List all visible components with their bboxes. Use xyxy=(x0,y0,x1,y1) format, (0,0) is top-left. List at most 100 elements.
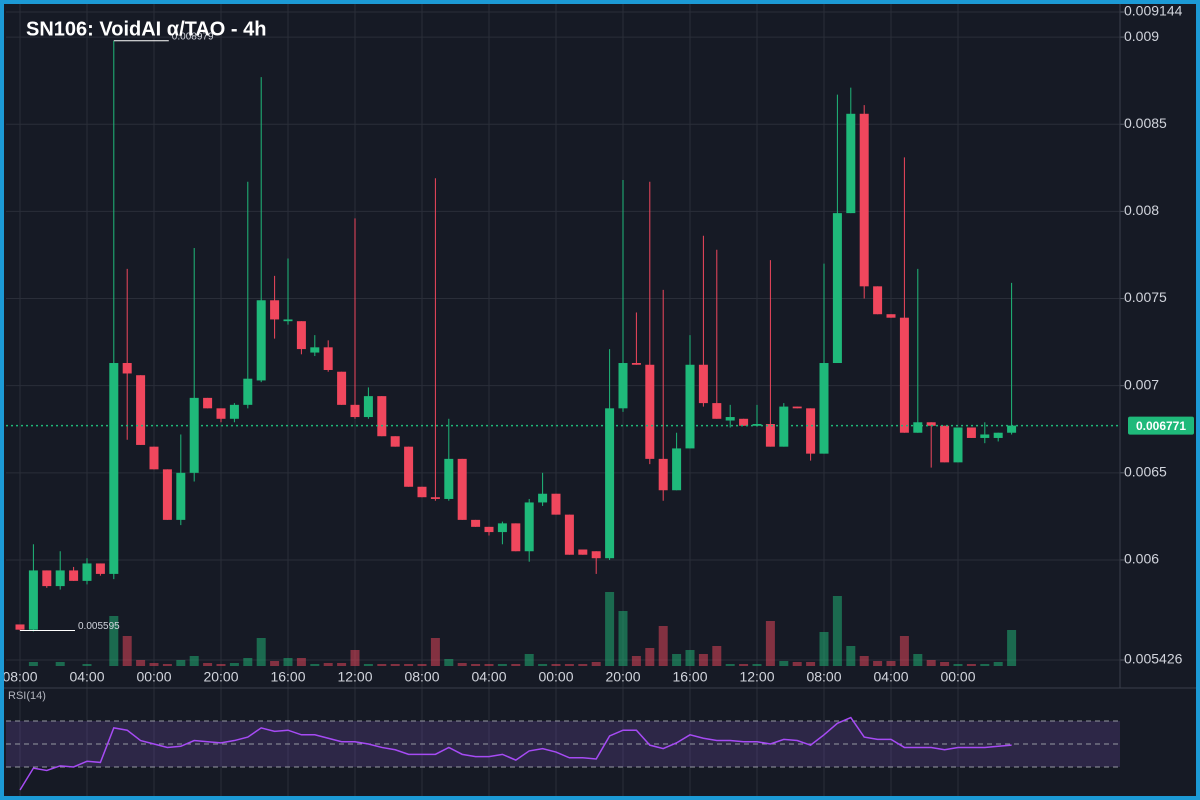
volume-bar xyxy=(739,664,749,666)
x-tick-label: 08:00 xyxy=(404,669,439,685)
candle-body xyxy=(618,363,628,409)
volume-bar xyxy=(940,662,950,666)
candle-body xyxy=(966,427,976,438)
annotation-label: 0.005595 xyxy=(78,621,120,632)
x-tick-label: 04:00 xyxy=(69,669,104,685)
volume-bar xyxy=(685,650,695,666)
candle-body xyxy=(832,213,842,364)
candle-body xyxy=(926,422,936,426)
x-tick-label: 00:00 xyxy=(940,669,975,685)
annotation-label: 0.008979 xyxy=(172,31,214,42)
candle-body xyxy=(42,570,52,587)
volume-bar xyxy=(1007,630,1017,666)
volume-bar xyxy=(538,664,548,666)
candle-body xyxy=(471,519,481,527)
axes: 0.0054260.0060.00650.0070.00750.0080.008… xyxy=(2,3,1194,688)
x-tick-label: 12:00 xyxy=(739,669,774,685)
candle-body xyxy=(886,314,896,318)
y-tick-label: 0.007 xyxy=(1124,376,1159,392)
volume-bar xyxy=(363,664,373,666)
candle-body xyxy=(725,417,735,421)
candle-body xyxy=(631,363,641,365)
candle-body xyxy=(792,406,802,409)
candle-body xyxy=(377,396,387,437)
candle-body xyxy=(216,408,226,419)
candle-body xyxy=(296,321,306,350)
candle-body xyxy=(899,317,909,433)
candle-body xyxy=(363,396,373,418)
candle-body xyxy=(564,514,574,555)
volume-bar xyxy=(698,654,708,666)
candle-body xyxy=(69,570,79,581)
x-tick-label: 20:00 xyxy=(203,669,238,685)
candle-body xyxy=(698,364,708,404)
candle-body xyxy=(913,422,923,433)
x-tick-label: 20:00 xyxy=(605,669,640,685)
volume-bar xyxy=(229,663,239,666)
candle-body xyxy=(658,458,668,491)
volume-bar xyxy=(886,661,896,666)
candle-body xyxy=(511,523,521,552)
volume-bar xyxy=(591,662,601,666)
volume-bar xyxy=(55,662,65,666)
volume-bar xyxy=(457,663,467,666)
candle-body xyxy=(524,502,534,552)
candle-body xyxy=(859,113,869,287)
candle-layer: 0.008979 0.005595 xyxy=(6,31,1120,632)
volume-bar xyxy=(819,632,829,666)
volume-bar xyxy=(390,664,400,666)
volume-bar xyxy=(792,662,802,666)
candle-body xyxy=(806,408,816,454)
rsi-label: RSI(14) xyxy=(8,690,46,702)
candle-body xyxy=(229,404,239,419)
candle-body xyxy=(390,436,400,447)
volume-bar xyxy=(296,658,306,666)
candle-body xyxy=(538,493,548,503)
candle-body xyxy=(712,403,722,419)
candle-body xyxy=(55,570,65,587)
volume-bar xyxy=(430,638,440,666)
volume-bar xyxy=(136,660,146,666)
candle-body xyxy=(779,406,789,447)
volume-bar xyxy=(122,636,132,666)
volume-bar xyxy=(497,664,507,666)
candle-body xyxy=(28,570,38,630)
volume-bar xyxy=(404,664,414,666)
candle-body xyxy=(444,458,454,499)
volume-bar xyxy=(524,654,534,666)
x-tick-label: 04:00 xyxy=(873,669,908,685)
y-tick-label: 0.009 xyxy=(1124,28,1159,44)
volume-bar xyxy=(256,638,266,666)
volume-bar xyxy=(980,664,990,666)
candle-body xyxy=(417,486,427,498)
volume-bar xyxy=(28,662,38,666)
volume-bar xyxy=(109,616,119,666)
x-tick-label: 04:00 xyxy=(471,669,506,685)
rsi-pane xyxy=(6,716,1120,791)
candle-body xyxy=(953,427,963,463)
candle-body xyxy=(323,347,333,370)
volume-bar xyxy=(149,663,159,666)
candle-body xyxy=(337,371,347,405)
last-price-label: 0.006771 xyxy=(1136,419,1186,433)
y-tick-label: 0.005426 xyxy=(1124,651,1183,667)
volume-bar xyxy=(779,661,789,666)
candle-body xyxy=(256,300,266,381)
volume-bar xyxy=(712,646,722,666)
volume-bar xyxy=(323,663,333,666)
candle-body xyxy=(404,446,414,487)
candle-body xyxy=(685,364,695,449)
y-tick-label: 0.0075 xyxy=(1124,289,1167,305)
candle-body xyxy=(243,378,253,405)
candle-body xyxy=(136,375,146,445)
y-tick-label: 0.0065 xyxy=(1124,464,1167,480)
candle-body xyxy=(82,563,92,581)
volume-bar xyxy=(216,664,226,666)
volume-bar xyxy=(873,661,883,666)
candle-body xyxy=(95,563,105,574)
rsi-line xyxy=(19,716,1012,791)
volume-bar xyxy=(484,664,494,666)
x-tick-label: 12:00 xyxy=(337,669,372,685)
